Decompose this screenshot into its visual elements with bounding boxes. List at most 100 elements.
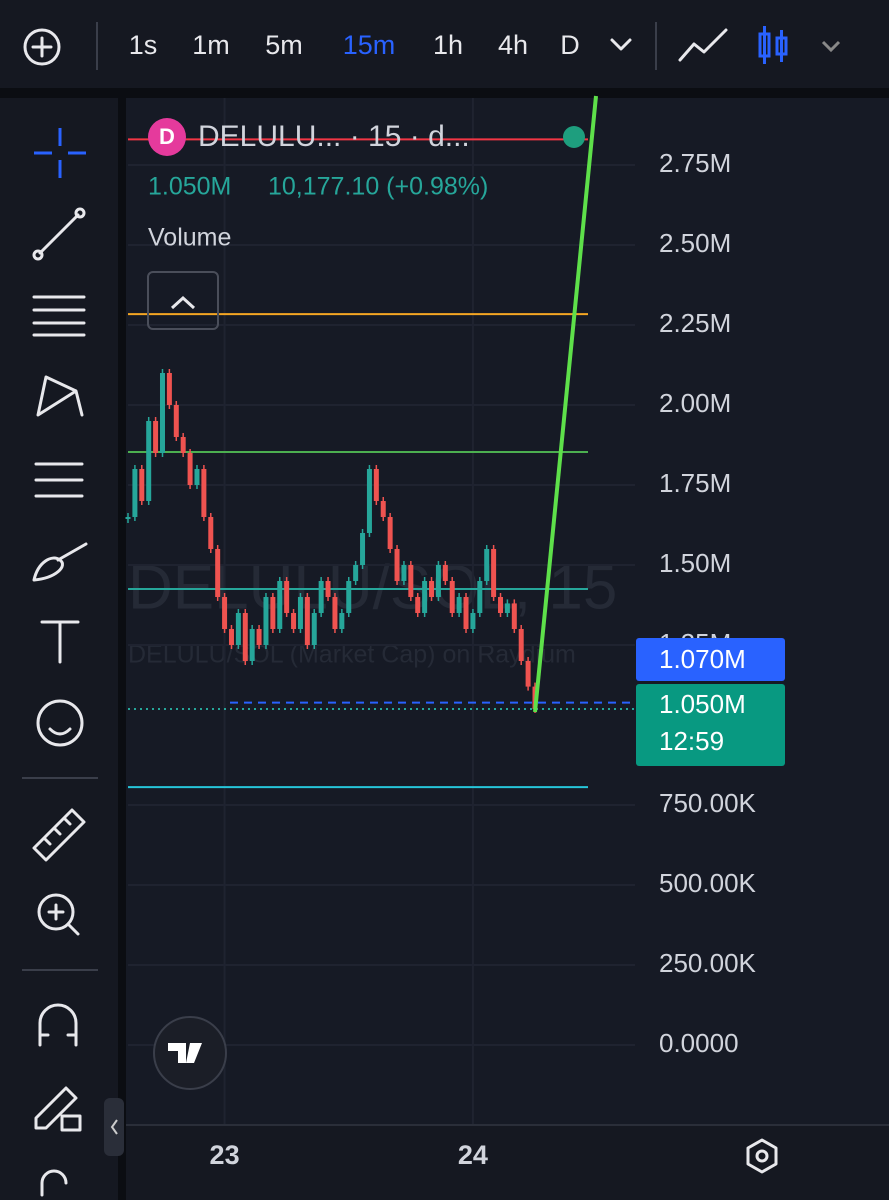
candle bbox=[201, 469, 207, 517]
candle bbox=[284, 581, 290, 613]
candle bbox=[470, 613, 476, 629]
timeframe-button[interactable]: 1s bbox=[129, 30, 158, 60]
candle bbox=[235, 613, 241, 645]
candle bbox=[153, 421, 159, 453]
lock-tool[interactable] bbox=[40, 1169, 68, 1197]
candle bbox=[180, 437, 186, 453]
candle bbox=[311, 613, 317, 645]
candle bbox=[325, 581, 331, 597]
top-toolbar bbox=[0, 0, 889, 88]
last-price-label: 1.050M bbox=[659, 689, 746, 719]
dropdown[interactable] bbox=[821, 40, 841, 53]
dropdown[interactable] bbox=[610, 38, 632, 51]
projection-tool[interactable] bbox=[34, 462, 84, 498]
candle bbox=[353, 565, 359, 581]
pattern-tool[interactable] bbox=[36, 375, 84, 417]
y-tick-label: 2.75M bbox=[659, 148, 731, 178]
trend-line-tool[interactable] bbox=[38, 213, 80, 255]
countdown: 12:59 bbox=[659, 726, 724, 756]
price-line-label: 1.070M bbox=[659, 644, 746, 674]
candle bbox=[208, 517, 214, 549]
y-tick-label: 2.00M bbox=[659, 388, 731, 418]
text-tool[interactable] bbox=[40, 620, 80, 664]
collapse-handle[interactable] bbox=[104, 1098, 124, 1156]
indicator-name: Volume bbox=[148, 224, 231, 252]
y-tick-label: 1.75M bbox=[659, 468, 731, 498]
timeframe-button[interactable]: 4h bbox=[498, 30, 528, 60]
ruler-tool[interactable] bbox=[32, 808, 86, 862]
lock-draw-tool[interactable] bbox=[34, 1086, 78, 1130]
y-tick-label: 750.00K bbox=[659, 788, 757, 818]
candle bbox=[394, 549, 400, 581]
line-style[interactable] bbox=[678, 28, 728, 62]
candle bbox=[146, 421, 152, 501]
candle bbox=[139, 469, 145, 501]
candle bbox=[360, 533, 366, 565]
candle bbox=[504, 603, 510, 613]
candle bbox=[339, 613, 345, 629]
timeframe-button[interactable]: 1m bbox=[192, 30, 230, 60]
candle bbox=[518, 629, 524, 661]
fib-tool[interactable] bbox=[32, 295, 86, 337]
candle bbox=[318, 581, 324, 613]
candle bbox=[291, 613, 297, 629]
candle bbox=[435, 565, 441, 597]
candle bbox=[222, 597, 228, 629]
candle bbox=[373, 469, 379, 501]
candle bbox=[304, 597, 310, 645]
emoji-tool[interactable] bbox=[36, 699, 84, 747]
collapse-indicator[interactable] bbox=[147, 271, 219, 330]
logo-letter: D bbox=[159, 124, 175, 149]
candle bbox=[173, 405, 179, 437]
candle bbox=[498, 597, 504, 613]
candle bbox=[332, 597, 338, 629]
y-tick-label: 500.00K bbox=[659, 868, 757, 898]
candle bbox=[484, 549, 490, 581]
brush-tool[interactable] bbox=[32, 542, 88, 582]
timeframe-button[interactable]: 15m bbox=[343, 30, 396, 60]
candle bbox=[194, 469, 200, 485]
candle bbox=[366, 469, 372, 533]
candle bbox=[159, 373, 165, 453]
candle bbox=[297, 597, 303, 629]
legend-change: 10,177.10 (+0.98%) bbox=[268, 173, 488, 201]
magnet-tool[interactable] bbox=[38, 1003, 78, 1047]
candle bbox=[477, 581, 483, 613]
candle bbox=[449, 581, 455, 613]
symbol-logo bbox=[148, 118, 186, 156]
timeframe-button[interactable]: 5m bbox=[265, 30, 303, 60]
settings-button[interactable] bbox=[746, 1138, 778, 1174]
candle-style[interactable] bbox=[758, 26, 788, 64]
candle bbox=[346, 581, 352, 613]
price-line-label-box bbox=[636, 638, 785, 681]
candle bbox=[256, 629, 262, 645]
candle bbox=[408, 565, 414, 597]
candle bbox=[525, 661, 531, 687]
candle bbox=[228, 629, 234, 645]
y-tick-label: 1.50M bbox=[659, 548, 731, 578]
zoom-tool[interactable] bbox=[37, 893, 75, 931]
timeframe-button[interactable]: D bbox=[560, 30, 580, 60]
candle bbox=[401, 565, 407, 581]
add-button[interactable] bbox=[23, 28, 61, 66]
crosshair-tool[interactable] bbox=[34, 128, 86, 178]
candle bbox=[187, 453, 193, 485]
candle bbox=[387, 517, 393, 549]
candle bbox=[132, 469, 138, 517]
candle bbox=[429, 581, 435, 597]
candle bbox=[511, 603, 517, 629]
candle bbox=[380, 501, 386, 517]
trend-line-drawing bbox=[533, 95, 598, 713]
x-tick-label: 23 bbox=[210, 1140, 240, 1170]
timeframe-button[interactable]: 1h bbox=[433, 30, 463, 60]
candle bbox=[215, 549, 221, 597]
candle bbox=[442, 565, 448, 581]
candle bbox=[491, 549, 497, 597]
x-tick-label: 24 bbox=[458, 1140, 488, 1170]
symbol-title: DELULU... · 15 · d... bbox=[198, 120, 470, 153]
candle bbox=[263, 597, 269, 645]
separator bbox=[118, 98, 126, 1200]
y-tick-label: 2.25M bbox=[659, 308, 731, 338]
candle bbox=[415, 597, 421, 613]
